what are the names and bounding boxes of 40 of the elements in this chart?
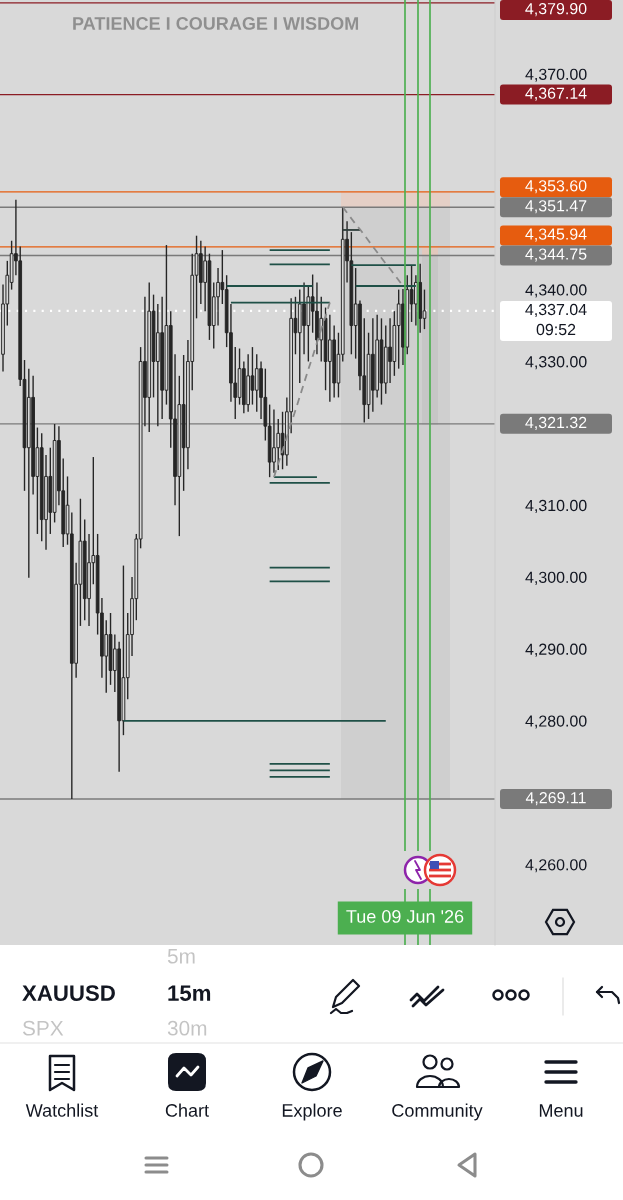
candlestick [388,317,392,384]
ref-line-label: 4,379.90 [525,2,587,17]
text: Chart [165,1103,209,1117]
ref-line-label: 4,353.60 [525,180,587,194]
ref-line-label: 4,351.47 [525,200,587,214]
candlestick [250,346,255,406]
annotation: Tue 09 Jun '26 [346,910,464,923]
y-tick-label: 4,330.00 [525,356,587,370]
y-tick-label: 4,310.00 [525,499,587,514]
candlestick [327,314,332,403]
ref-line-label: 4,269.11 [525,792,586,806]
text: Explore [282,1103,342,1121]
ref-line-label: 4,337.04 [525,303,587,318]
y-tick-label: 4,290.00 [525,643,587,657]
text: Menu [539,1104,583,1117]
candlestick [254,353,259,413]
text: 30m [167,1020,207,1036]
ref-line-label: 4,321.32 [525,416,587,431]
candlestick [396,288,401,370]
ref-line-label: 4,344.75 [525,248,587,262]
text: 09:52 [536,323,576,336]
text: SPX [22,1020,64,1036]
y-tick-label: 4,370.00 [525,68,587,82]
candlestick [272,408,276,474]
candlestick [280,411,285,470]
candlestick [216,267,220,327]
text: XAUUSD [22,985,115,1001]
candlestick [302,281,306,355]
text: 5m [167,949,195,964]
ref-line-label: 4,367.14 [525,87,587,101]
text: Watchlist [25,1103,99,1117]
candlestick [319,296,324,363]
y-tick-label: 4,260.00 [525,859,587,873]
y-tick-label: 4,300.00 [525,571,587,585]
text: 15m [168,985,211,1001]
annotation: PATIENCE I COURAGE I WISDOM [73,17,359,30]
text: Community [392,1103,483,1121]
ref-line-label: 4,345.94 [525,228,587,242]
y-tick-label: 4,340.00 [525,284,587,298]
y-tick-label: 4,280.00 [525,715,587,729]
